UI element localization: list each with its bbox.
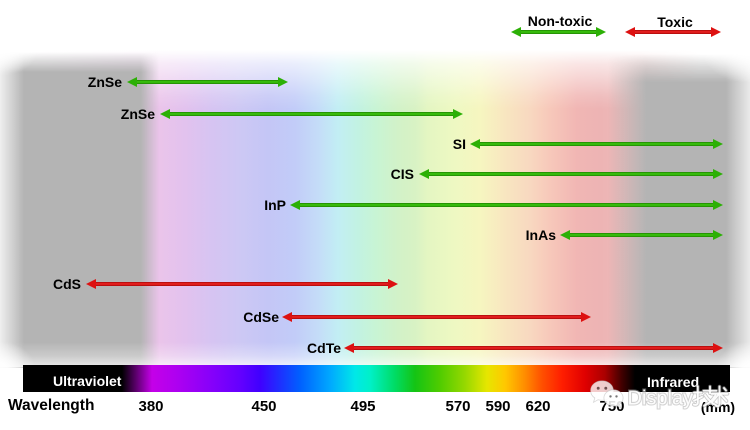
svg-text:Display: Display <box>628 388 694 410</box>
svg-text:Display: Display <box>628 388 694 410</box>
